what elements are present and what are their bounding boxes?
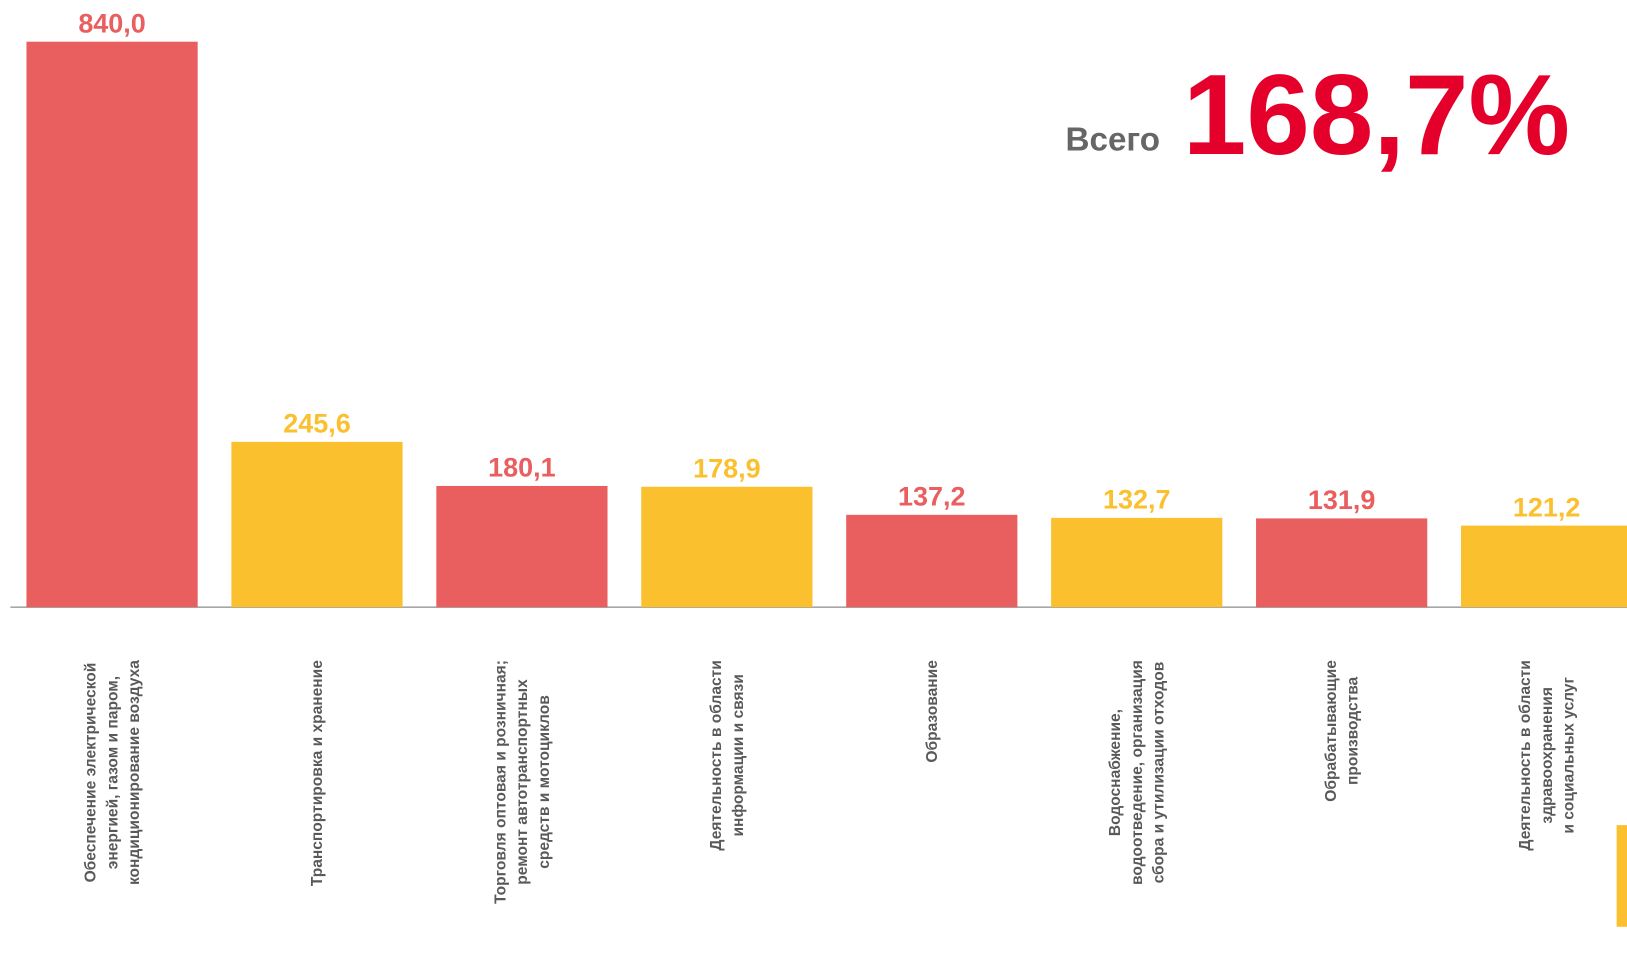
bar [1460,525,1627,608]
x-tick-label: Деятельность в области [708,660,725,850]
value-label: 178,9 [693,453,761,483]
bar [26,41,198,608]
x-tick-label: Транспортировка и хранение [309,660,326,886]
x-tick-label: Деятельность в области [1517,660,1534,850]
bar [641,486,813,608]
x-tick-label: Торговля оптовая и розничная; [492,660,509,904]
x-tick-label: Обрабатывающие [1323,660,1340,802]
x-tick-label: кондиционирование воздуха [126,660,143,885]
x-tick-label: сбора и утилизации отходов [1151,662,1168,884]
total-label: Всего [1066,122,1161,159]
x-tick-label: энергией, газом и паром, [104,676,121,869]
bar [1256,518,1428,608]
value-label: 180,1 [488,453,555,483]
value-label: 245,6 [283,409,351,439]
x-tick-label: здравоохранения [1539,687,1556,824]
bar [846,514,1018,608]
value-label: 121,2 [1513,492,1581,522]
x-tick-label: средств и мотоциклов [536,695,553,869]
legend-swatch [1616,825,1627,927]
bar [436,485,608,608]
x-tick-label: водоотведение, организация [1129,660,1146,885]
total-value: 168,7% [1183,52,1570,179]
value-label: 131,9 [1308,485,1376,515]
x-tick-label: производства [1345,676,1362,785]
x-tick-label: Водоснабжение, [1107,709,1124,836]
x-tick-label: Обеспечение электрической [82,663,99,883]
bar [231,441,403,608]
value-label: 840,0 [78,8,146,38]
bar [1051,517,1223,608]
x-tick-label: информации и связи [730,674,747,836]
x-tick-label: Образование [924,660,941,763]
x-tick-label: ремонт автотранспортных [514,679,531,885]
value-label: 132,7 [1103,485,1171,515]
value-label: 137,2 [898,481,966,511]
x-tick-label: и социальных услуг [1561,677,1578,834]
